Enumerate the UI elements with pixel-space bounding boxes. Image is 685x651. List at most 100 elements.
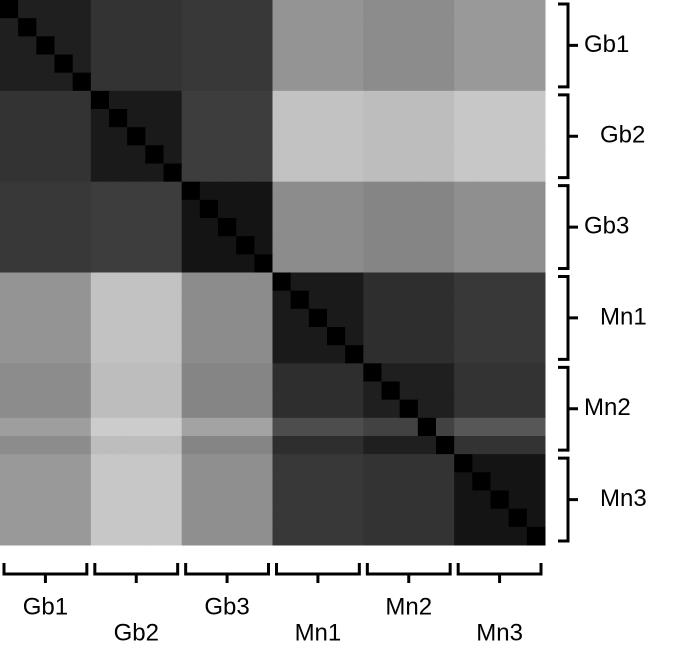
heatmap-cell (308, 363, 328, 382)
heatmap-cell (199, 417, 219, 437)
heatmap-cell (363, 454, 382, 473)
heatmap-cell (290, 54, 310, 74)
heatmap-cell (0, 308, 19, 328)
heatmap-cell (36, 181, 55, 201)
heatmap-cell (436, 436, 455, 455)
heatmap-cell (526, 18, 546, 37)
heatmap-cell (436, 417, 455, 437)
heatmap-cell (218, 145, 237, 164)
heatmap-cell (145, 218, 164, 237)
heatmap-cell (490, 36, 510, 55)
heatmap-cell (0, 417, 19, 437)
heatmap-cell (254, 454, 273, 473)
heatmap-cell (127, 90, 146, 110)
heatmap-cell (308, 454, 328, 473)
heatmap-cell (218, 90, 237, 110)
heatmap-cell (236, 236, 255, 255)
heatmap-cell (345, 36, 364, 55)
heatmap-cell (454, 18, 473, 37)
heatmap-cell (218, 508, 237, 528)
heatmap-cell (72, 472, 92, 491)
heatmap-cell (36, 290, 55, 310)
heatmap-cell (327, 36, 346, 55)
heatmap-cell (18, 18, 37, 37)
heatmap-cell (90, 163, 110, 183)
heatmap-cell (90, 472, 110, 491)
heatmap-cell (199, 490, 219, 510)
heatmap-cell (436, 218, 455, 237)
heatmap-cell (236, 454, 255, 473)
heatmap-cell (90, 290, 110, 310)
heatmap-cell (145, 490, 164, 510)
heatmap-cell (236, 109, 255, 128)
heatmap-cell (90, 490, 110, 510)
heatmap-cell (399, 436, 419, 455)
heatmap-cell (163, 109, 183, 128)
heatmap-cell (399, 36, 419, 55)
heatmap-cell (508, 526, 528, 546)
heatmap-cell (381, 472, 401, 491)
heatmap-cell (399, 72, 419, 92)
heatmap-cell (109, 399, 128, 419)
heatmap-cell (454, 0, 473, 19)
heatmap-cell (363, 290, 382, 310)
col-group-label: Gb1 (23, 593, 68, 620)
heatmap-cell (308, 381, 328, 401)
heatmap-cell (0, 72, 19, 92)
heatmap-cell (327, 399, 346, 419)
heatmap-cell (272, 199, 292, 219)
heatmap-cell (436, 54, 455, 74)
heatmap-cell (127, 272, 146, 292)
heatmap-cell (0, 36, 19, 55)
col-group-label: Mn3 (476, 619, 523, 646)
heatmap-cell (308, 18, 328, 37)
heatmap-cell (345, 54, 364, 74)
heatmap-cell (18, 381, 37, 401)
heatmap-cell (508, 308, 528, 328)
heatmap-cell (399, 181, 419, 201)
heatmap-cell (436, 381, 455, 401)
heatmap-cell (363, 109, 382, 128)
heatmap-cell (436, 199, 455, 219)
heatmap-cell (490, 163, 510, 183)
heatmap-cell (90, 436, 110, 455)
heatmap-cell (272, 345, 292, 364)
heatmap-cell (181, 0, 201, 19)
heatmap-cell (508, 236, 528, 255)
heatmap-cell (508, 54, 528, 74)
heatmap-cell (145, 236, 164, 255)
heatmap-cell (181, 254, 201, 273)
heatmap-cell (127, 54, 146, 74)
heatmap-cell (0, 181, 19, 201)
heatmap-cell (181, 490, 201, 510)
heatmap-cell (109, 18, 128, 37)
heatmap-cell (18, 109, 37, 128)
heatmap-cell (145, 163, 164, 183)
heatmap-cell (36, 90, 55, 110)
heatmap-cell (272, 526, 292, 546)
heatmap-cell (18, 363, 37, 382)
heatmap-cell (36, 145, 55, 164)
heatmap-cell (472, 127, 491, 146)
heatmap-cell (327, 181, 346, 201)
heatmap-cell (54, 508, 74, 528)
heatmap-cell (454, 472, 473, 491)
heatmap-cell (472, 72, 491, 92)
heatmap-cell (508, 181, 528, 201)
heatmap-cell (72, 218, 92, 237)
heatmap-cell (327, 345, 346, 364)
heatmap-cell (327, 0, 346, 19)
heatmap-cell (290, 72, 310, 92)
heatmap-cell (0, 490, 19, 510)
heatmap-cell (0, 218, 19, 237)
heatmap-cell (18, 181, 37, 201)
heatmap-cell (490, 254, 510, 273)
heatmap-cell (127, 399, 146, 419)
heatmap-cell (0, 127, 19, 146)
heatmap-cell (399, 18, 419, 37)
heatmap-cell (218, 345, 237, 364)
heatmap-cell (72, 490, 92, 510)
heatmap-cell (218, 0, 237, 19)
heatmap-cell (327, 308, 346, 328)
heatmap-cell (127, 236, 146, 255)
